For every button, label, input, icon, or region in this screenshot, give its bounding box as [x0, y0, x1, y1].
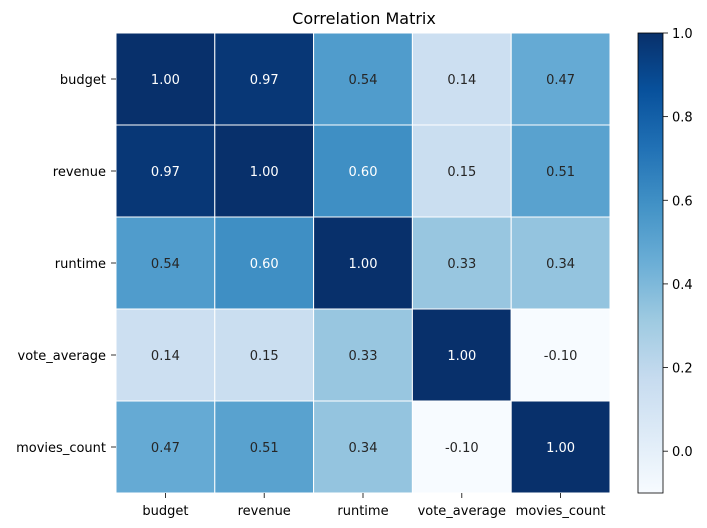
cell-value-label: 0.60: [349, 165, 378, 180]
heatmap-cell: [510, 32, 611, 126]
cell-value-label: 1.00: [250, 165, 279, 180]
y-tick-label: runtime: [55, 257, 106, 272]
cell-value-label: -0.10: [544, 349, 578, 364]
heatmap-cells: [115, 32, 611, 494]
heatmap-cell: [115, 400, 216, 494]
y-tick-label: revenue: [53, 165, 106, 180]
x-tick-label: vote_average: [418, 504, 506, 519]
heatmap-cell: [214, 400, 315, 494]
cell-value-label: 0.34: [546, 257, 575, 272]
colorbar-tick-label: 1.0: [672, 27, 693, 42]
heatmap-cell: [510, 400, 611, 494]
heatmap-cell: [411, 216, 512, 310]
heatmap-cell: [313, 400, 413, 494]
x-tick-label: movies_count: [516, 504, 606, 519]
cell-value-label: 0.14: [447, 73, 476, 88]
heatmap-cell: [313, 216, 413, 310]
heatmap-cell: [510, 308, 611, 402]
y-tick-label: budget: [60, 73, 106, 88]
x-tick-label: revenue: [238, 504, 291, 519]
cell-value-label: 0.47: [151, 441, 180, 456]
y-axis: budget revenue runtime vote_average movies_c…: [16, 73, 116, 456]
cell-value-label: 0.33: [447, 257, 476, 272]
heatmap-cell: [115, 32, 216, 126]
colorbar-tick-label: 0.4: [672, 278, 693, 293]
cell-value-label: 0.33: [349, 349, 378, 364]
cell-value-label: 1.00: [349, 257, 378, 272]
x-tick-label: runtime: [337, 504, 388, 519]
cell-value-label: 0.14: [151, 349, 180, 364]
cell-value-label: 0.51: [546, 165, 575, 180]
cell-value-label: 0.15: [250, 349, 279, 364]
cell-value-label: 0.34: [349, 441, 378, 456]
cell-value-label: 0.97: [250, 73, 279, 88]
heatmap-cell: [510, 124, 611, 218]
y-tick-label: movies_count: [16, 441, 106, 456]
heatmap-cell: [313, 124, 413, 218]
heatmap-cell: [214, 32, 315, 126]
colorbar: [637, 32, 664, 494]
colorbar-tick-label: 0.2: [672, 362, 693, 377]
colorbar-tick-label: 0.6: [672, 194, 693, 209]
cell-value-label: 0.54: [349, 73, 378, 88]
heatmap-cell: [510, 216, 611, 310]
heatmap-cell-labels: 1.00 0.97 0.54 0.14 0.47 0.97 1.00 0.60 0.15 0.51…: [151, 73, 577, 456]
cell-value-label: 0.54: [151, 257, 180, 272]
heatmap-cell: [115, 124, 216, 218]
cell-value-label: 0.60: [250, 257, 279, 272]
heatmap-cell: [313, 308, 413, 402]
cell-value-label: 1.00: [447, 349, 476, 364]
heatmap-cell: [214, 308, 315, 402]
cell-value-label: -0.10: [445, 441, 479, 456]
colorbar-tick-label: 0.0: [672, 445, 693, 460]
colorbar-axis: 0.0 0.2 0.4 0.6 0.8 1.0: [663, 27, 693, 460]
heatmap-cell: [313, 32, 413, 126]
heatmap-cell: [411, 308, 512, 402]
chart-title: Correlation Matrix: [292, 9, 436, 28]
y-tick-label: vote_average: [18, 349, 106, 364]
cell-value-label: 0.47: [546, 73, 575, 88]
cell-value-label: 1.00: [151, 73, 180, 88]
cell-value-label: 0.15: [447, 165, 476, 180]
x-axis: budget revenue runtime vote_average movies_c…: [142, 493, 606, 519]
cell-value-label: 0.51: [250, 441, 279, 456]
colorbar-tick-label: 0.8: [672, 111, 693, 126]
heatmap-cell: [214, 216, 315, 310]
heatmap-cell: [411, 32, 512, 126]
cell-value-label: 1.00: [546, 441, 575, 456]
x-tick-label: budget: [142, 504, 188, 519]
cell-value-label: 0.97: [151, 165, 180, 180]
